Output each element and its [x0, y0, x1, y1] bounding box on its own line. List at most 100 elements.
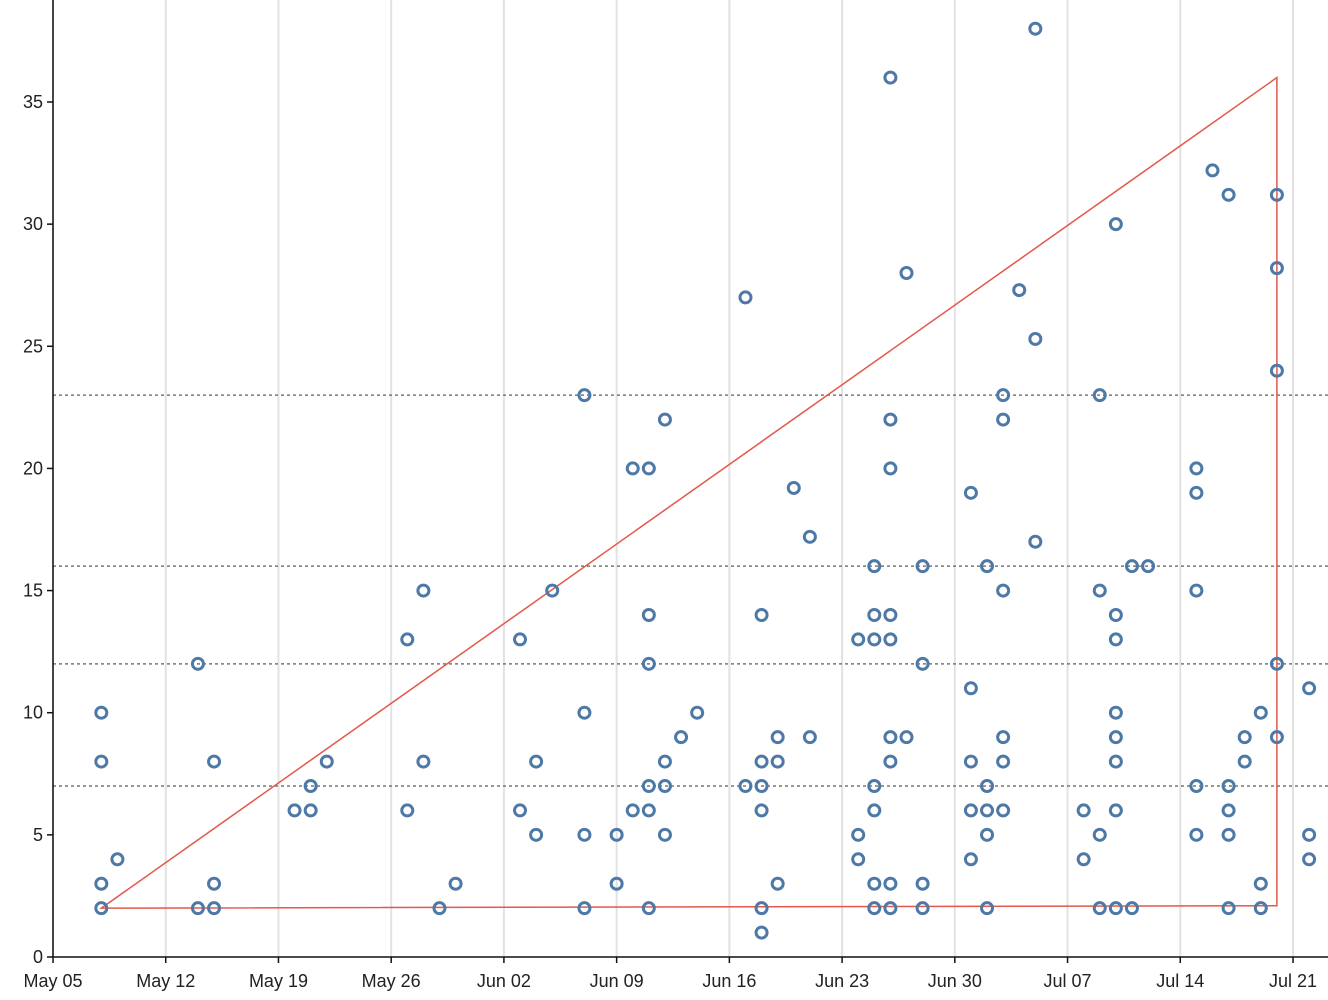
data-point [963, 852, 978, 867]
y-tick-label: 10 [23, 703, 43, 723]
data-point [416, 754, 431, 769]
data-point [609, 827, 624, 842]
data-point [1253, 901, 1268, 916]
y-tick-label: 20 [23, 458, 43, 478]
data-point [883, 70, 898, 85]
data-point [770, 730, 785, 745]
data-point [287, 803, 302, 818]
data-point [657, 827, 672, 842]
data-point [1028, 21, 1043, 36]
data-point [1189, 583, 1204, 598]
data-point [1092, 388, 1107, 403]
data-point [980, 803, 995, 818]
data-point [1237, 754, 1252, 769]
x-tick-label: May 12 [136, 971, 195, 991]
data-point [867, 779, 882, 793]
y-tick-label: 30 [23, 214, 43, 234]
data-point [1189, 485, 1204, 500]
data-point [770, 754, 785, 769]
data-point [1012, 283, 1027, 298]
data-point [867, 901, 882, 916]
data-point [802, 529, 817, 544]
data-point [1302, 681, 1317, 696]
data-point [883, 412, 898, 427]
data-point [996, 754, 1011, 769]
data-point [641, 461, 656, 476]
x-tick-label: Jun 09 [590, 971, 644, 991]
data-point [1108, 901, 1123, 916]
data-point [207, 876, 222, 891]
data-point [1221, 803, 1236, 818]
data-point [899, 266, 914, 280]
data-point [1028, 331, 1043, 346]
data-point [577, 705, 592, 720]
data-point [802, 730, 817, 745]
data-point [1205, 163, 1220, 178]
data-point [1221, 901, 1236, 916]
data-point [770, 876, 785, 891]
x-tick-label: Jun 16 [702, 971, 756, 991]
data-point [190, 656, 205, 671]
data-point [980, 827, 995, 842]
data-point [883, 608, 898, 622]
data-point [94, 754, 109, 769]
x-tick-label: May 19 [249, 971, 308, 991]
data-point [1189, 779, 1204, 793]
data-point [754, 901, 769, 916]
data-point [303, 803, 318, 818]
data-point [963, 485, 978, 500]
data-point [851, 827, 866, 842]
data-point [1221, 187, 1236, 202]
data-point [963, 681, 978, 696]
y-tick-label: 35 [23, 92, 43, 112]
data-point [851, 632, 866, 647]
data-point [432, 901, 447, 916]
data-point [674, 730, 689, 745]
data-point [754, 803, 769, 818]
data-point [1221, 779, 1236, 793]
data-point [207, 754, 222, 769]
data-point [1189, 461, 1204, 476]
data-point [657, 754, 672, 769]
data-point [1269, 187, 1284, 202]
axes: 0 5 10 15 20 25 30 35 May 05 May 12 May 19 May 26 Ju… [23, 0, 1328, 991]
data-point [738, 290, 753, 305]
data-point [545, 583, 560, 598]
data-point [899, 730, 914, 745]
data-point [625, 803, 640, 818]
data-point [1108, 803, 1123, 818]
data-point [1108, 608, 1123, 622]
data-point [1221, 827, 1236, 842]
data-point [529, 827, 544, 842]
data-point [980, 559, 995, 574]
data-point [94, 705, 109, 720]
highlight-polygon [98, 76, 1278, 909]
data-point [1141, 559, 1156, 574]
data-point [513, 803, 528, 818]
x-tick-label: Jul 14 [1156, 971, 1204, 991]
data-point [577, 901, 592, 916]
data-point [657, 412, 672, 427]
data-point [1092, 901, 1107, 916]
data-point [996, 803, 1011, 818]
data-point [1237, 730, 1252, 745]
data-point [754, 925, 769, 940]
data-point [754, 754, 769, 769]
vertical-grid [52, 0, 1294, 957]
x-tick-label: May 26 [362, 971, 421, 991]
data-point [690, 705, 705, 720]
data-point [513, 632, 528, 647]
highlight-polygon-layer [98, 76, 1278, 909]
data-point [207, 901, 222, 916]
y-tick-label: 0 [33, 947, 43, 967]
data-point [448, 876, 463, 891]
data-point [883, 876, 898, 891]
y-tick-label: 15 [23, 581, 43, 601]
data-point [1269, 363, 1284, 378]
data-point [867, 632, 882, 647]
data-point [641, 608, 656, 622]
data-point [851, 852, 866, 867]
data-point [963, 754, 978, 769]
data-point [1124, 901, 1139, 916]
data-point [1269, 261, 1284, 276]
